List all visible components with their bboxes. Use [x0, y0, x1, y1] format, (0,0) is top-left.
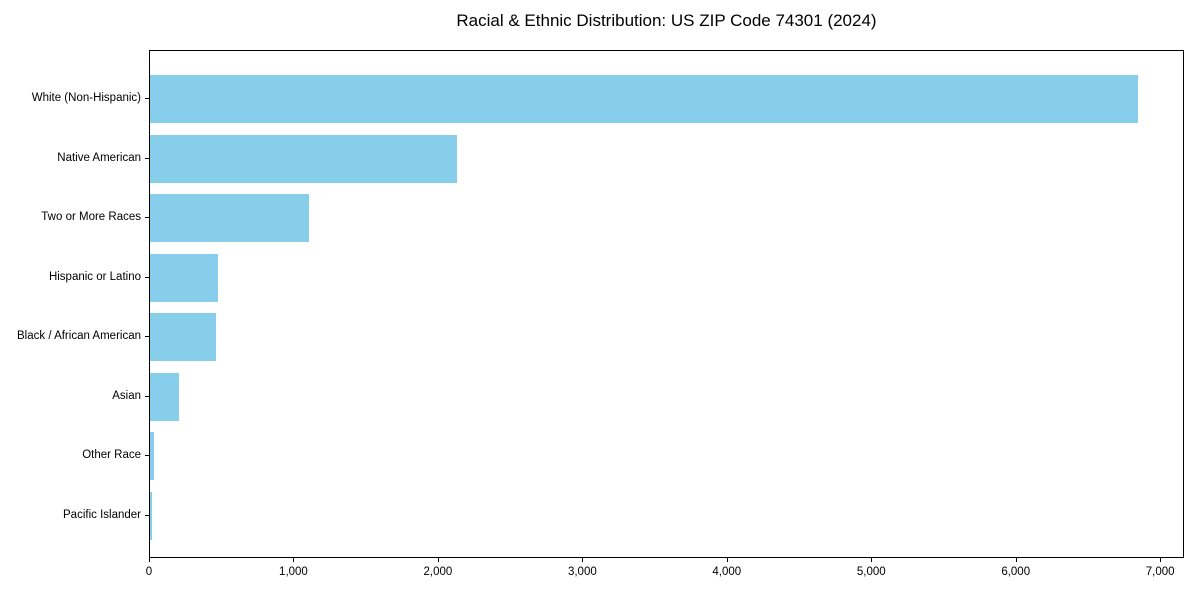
y-axis-label: Asian [112, 389, 141, 402]
x-axis-tick-label: 2,000 [423, 566, 453, 578]
plot-area [149, 50, 1184, 558]
y-axis-tick [145, 336, 149, 337]
bar-white-non-hispanic [150, 75, 1139, 123]
bar-pacific-islander [150, 491, 153, 540]
x-axis-tick-label: 6,000 [1001, 566, 1031, 578]
x-axis-tick [149, 558, 150, 562]
bar-native-american [150, 134, 457, 183]
x-axis-tick-label: 0 [145, 566, 153, 578]
y-axis-label: Pacific Islander [63, 508, 141, 521]
x-axis-tick [1160, 558, 1162, 562]
y-axis-tick [145, 514, 149, 516]
x-axis-tick [871, 558, 873, 562]
bar-black-african-american [150, 313, 217, 361]
y-axis-tick [145, 395, 149, 397]
x-axis-tick-label: 1,000 [279, 566, 308, 578]
bar-asian [150, 372, 179, 421]
y-axis-label: Black / African American [17, 330, 141, 342]
y-axis-tick [145, 276, 149, 278]
bar-two-or-more-races [150, 194, 309, 242]
x-axis-tick-label: 4,000 [712, 566, 742, 578]
y-axis-tick [145, 217, 149, 218]
x-axis-tick [293, 558, 295, 562]
x-axis-tick-label: 5,000 [856, 566, 886, 578]
x-axis-tick [437, 558, 439, 562]
x-axis-tick-label: 3,000 [567, 566, 597, 578]
y-axis-tick [145, 157, 149, 159]
y-axis-tick [145, 455, 149, 456]
x-axis-tick [1015, 558, 1017, 562]
y-axis-label: Hispanic or Latino [48, 270, 141, 283]
y-axis-label: Native American [57, 151, 141, 164]
y-axis-tick [145, 98, 149, 99]
chart-title: Racial & Ethnic Distribution: US ZIP Cod… [456, 11, 877, 30]
y-axis-label: Two or More Races [41, 211, 141, 223]
y-axis-label: White (Non-Hispanic) [31, 92, 141, 104]
x-axis-tick [726, 558, 728, 562]
x-axis-tick [582, 558, 584, 562]
bar-other-race [150, 432, 154, 480]
x-axis-tick-label: 7,000 [1145, 566, 1175, 578]
y-axis-label: Other Race [82, 449, 141, 461]
bar-hispanic-or-latino [150, 253, 218, 302]
